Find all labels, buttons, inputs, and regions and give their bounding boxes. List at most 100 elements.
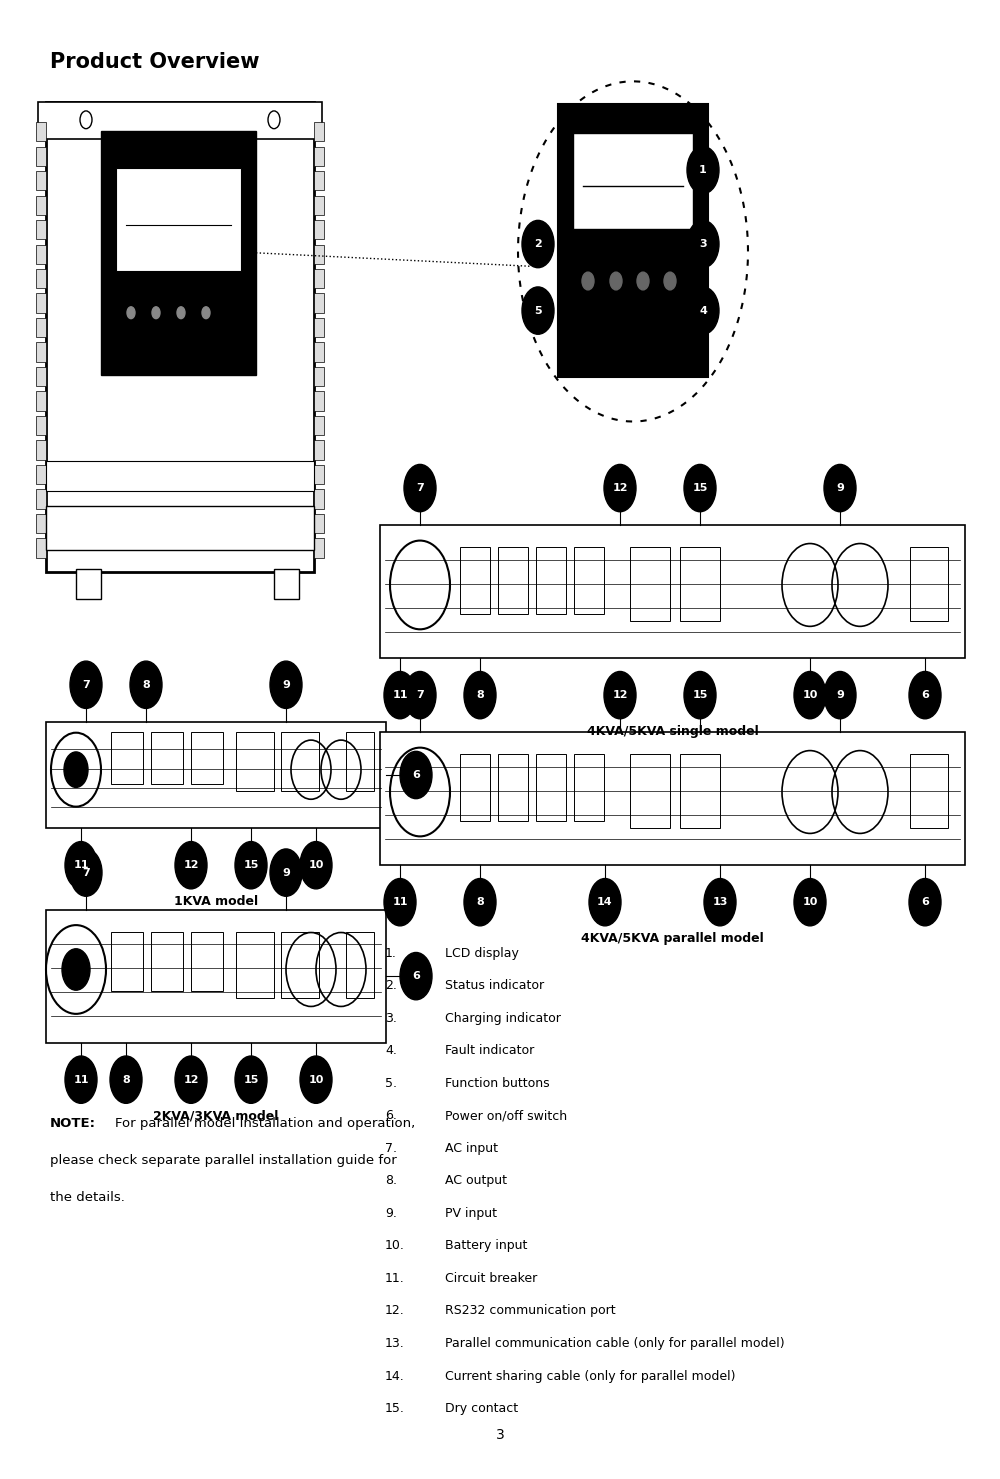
Bar [36,538,46,558]
Bar [460,547,490,614]
Bar [346,732,374,791]
Bar [36,195,46,214]
Text: 8: 8 [122,1075,130,1084]
Bar [46,722,386,828]
Text: RS232 communication port: RS232 communication port [445,1304,616,1318]
Text: 13.: 13. [385,1337,405,1350]
Bar [36,123,46,142]
Text: 12: 12 [612,691,628,700]
Bar [36,464,46,484]
Circle shape [70,849,102,896]
Bar [38,102,322,139]
Text: 8: 8 [142,680,150,689]
Text: 15: 15 [692,484,708,493]
Text: 4KVA/5KVA single model: 4KVA/5KVA single model [587,725,758,738]
Circle shape [637,272,649,290]
Text: 6: 6 [921,691,929,700]
Circle shape [130,661,162,708]
Text: 10: 10 [802,898,818,907]
Circle shape [152,306,160,318]
Text: 10.: 10. [385,1239,405,1253]
Circle shape [794,671,826,719]
Bar [36,172,46,191]
Circle shape [175,842,207,889]
Ellipse shape [118,339,140,356]
Bar [314,464,324,484]
Circle shape [464,671,496,719]
Bar [76,569,101,599]
Text: 9: 9 [836,691,844,700]
Text: For parallel model installation and operation,: For parallel model installation and oper… [115,1117,415,1130]
Circle shape [664,272,676,290]
Circle shape [300,842,332,889]
Bar [314,490,324,509]
Bar [36,343,46,362]
Bar [191,932,223,991]
Text: 12.: 12. [385,1304,405,1318]
Circle shape [300,1056,332,1103]
Text: 14: 14 [597,898,613,907]
Text: 9: 9 [836,484,844,493]
Bar [314,195,324,214]
Text: 11: 11 [392,691,408,700]
Bar [236,932,274,998]
Text: Battery input: Battery input [445,1239,527,1253]
Circle shape [687,146,719,194]
Circle shape [235,1056,267,1103]
Circle shape [65,842,97,889]
Circle shape [70,661,102,708]
Circle shape [909,671,941,719]
Bar [46,461,314,491]
Text: AC output: AC output [445,1174,507,1188]
Text: 1: 1 [699,166,707,175]
Bar [116,167,241,271]
Bar [314,367,324,386]
Bar [191,732,223,784]
Text: 10: 10 [308,861,324,870]
Bar [314,538,324,558]
Text: 11: 11 [73,861,89,870]
Bar [36,513,46,532]
Bar [314,513,324,532]
Bar [36,269,46,288]
Circle shape [65,1056,97,1103]
Bar [36,220,46,240]
Bar [574,547,604,614]
Text: 5.: 5. [385,1077,397,1090]
Text: 15: 15 [243,1075,259,1084]
Text: 8.: 8. [385,1174,397,1188]
Circle shape [404,464,436,512]
Text: 13: 13 [712,898,728,907]
Circle shape [400,952,432,1000]
Text: 6: 6 [412,972,420,981]
Ellipse shape [571,321,596,343]
Bar [101,130,256,374]
Text: Charging indicator: Charging indicator [445,1012,561,1025]
Circle shape [270,661,302,708]
Bar [536,754,566,821]
Circle shape [604,464,636,512]
Circle shape [824,671,856,719]
Bar [380,732,965,865]
Circle shape [589,879,621,926]
Text: the details.: the details. [50,1191,125,1204]
Ellipse shape [666,321,692,343]
Text: 10: 10 [308,1075,324,1084]
Bar [36,293,46,312]
Circle shape [175,1056,207,1103]
Circle shape [909,879,941,926]
Bar [314,123,324,142]
Circle shape [687,220,719,268]
Text: 1KVA model: 1KVA model [174,895,258,908]
Text: Dry contact: Dry contact [445,1402,518,1415]
Bar [36,416,46,435]
Bar [314,416,324,435]
Circle shape [404,671,436,719]
Circle shape [127,306,135,318]
Circle shape [110,1056,142,1103]
Text: PV input: PV input [445,1207,497,1220]
Bar [151,732,183,784]
Text: 5: 5 [534,306,542,315]
Circle shape [62,950,90,991]
Bar [630,547,670,621]
